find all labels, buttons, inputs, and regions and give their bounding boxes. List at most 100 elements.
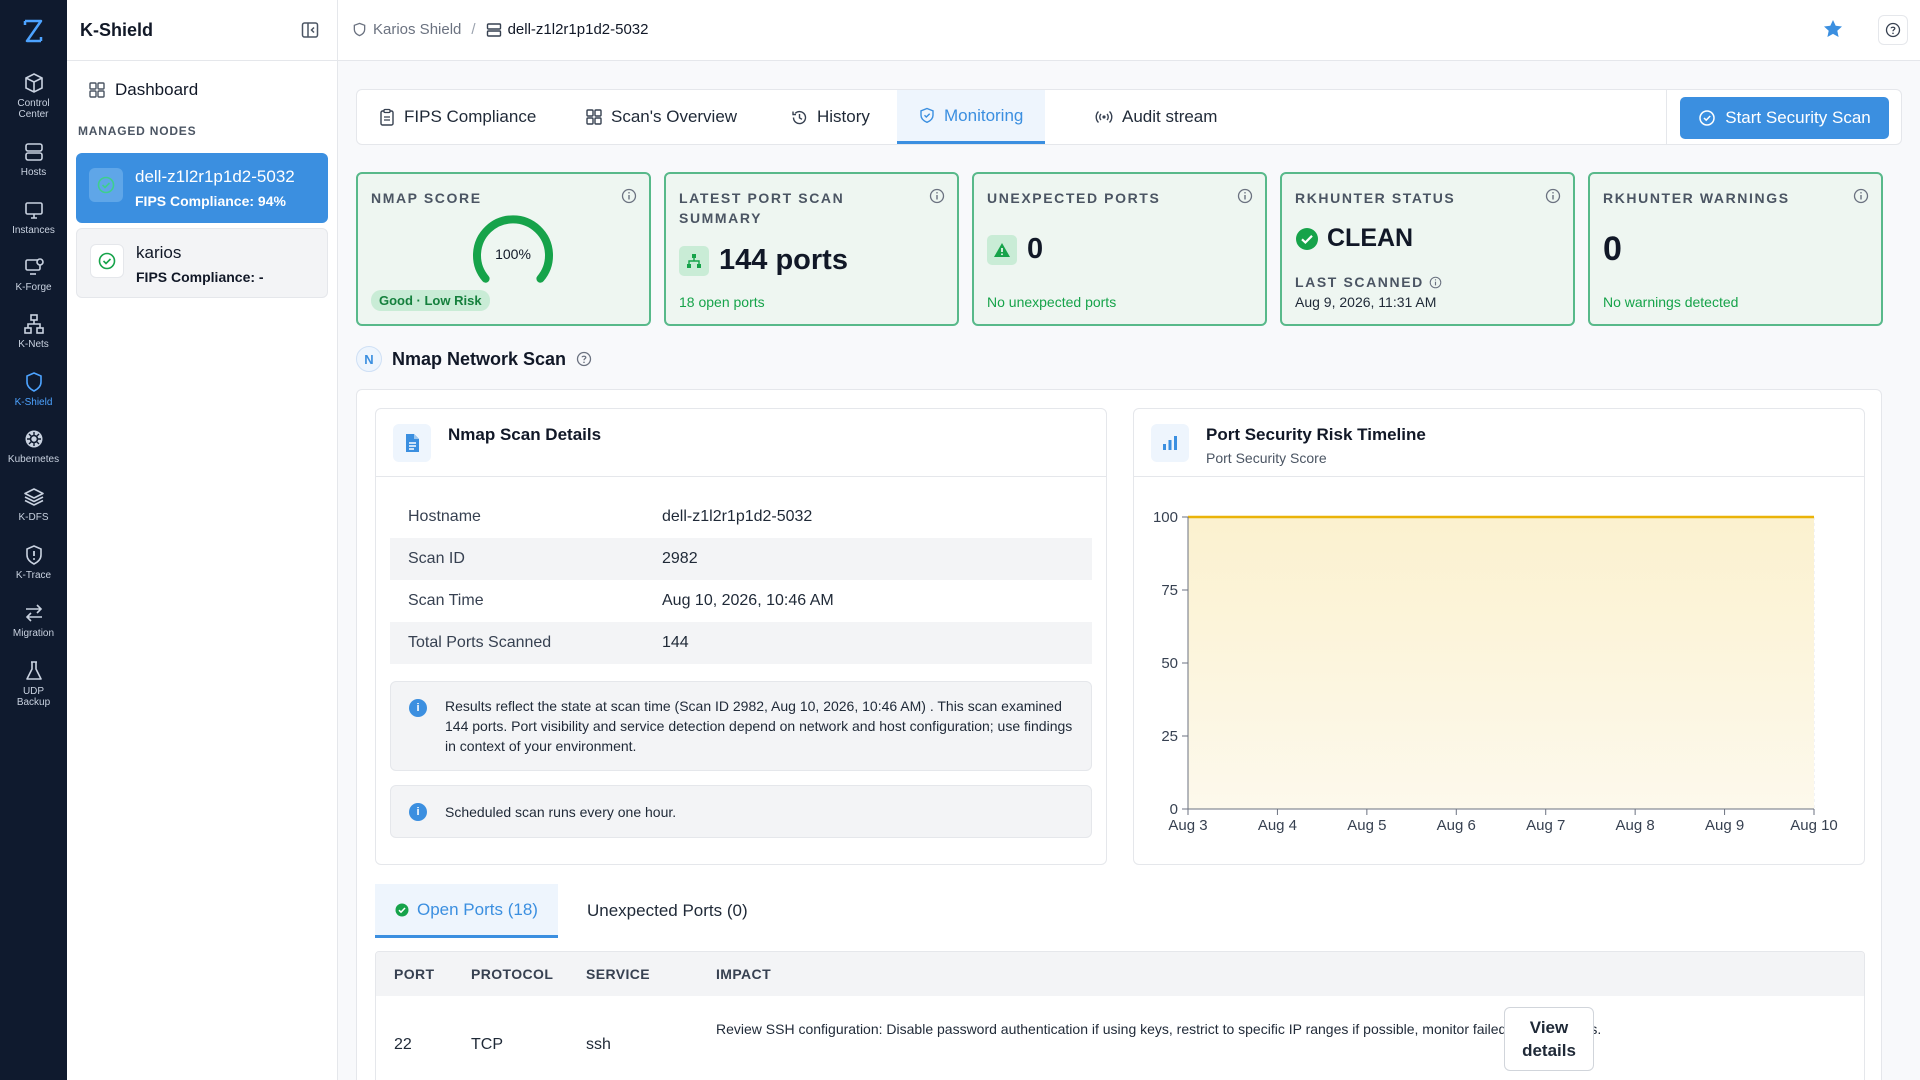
app-logo-icon[interactable] [20, 18, 46, 44]
tab-monitoring[interactable]: Monitoring [897, 90, 1046, 144]
server-small-icon [486, 22, 501, 37]
sidebar: K-Shield Dashboard MANAGED NODES dell-z1… [67, 0, 338, 1080]
node-card-karios[interactable]: karios FIPS Compliance: - [76, 228, 328, 298]
rail-item-k-trace[interactable]: K-Trace [0, 544, 67, 581]
breadcrumb-current: dell-z1l2r1p1d2-5032 [507, 21, 649, 38]
area-fill [1188, 517, 1814, 809]
info-icon[interactable] [1237, 188, 1253, 204]
sidebar-title: K-Shield [80, 20, 154, 40]
document-icon [393, 424, 431, 462]
open-ports-table: PORT PROTOCOL SERVICE IMPACT 22 TCP ssh … [375, 951, 1865, 1080]
rail-item-control-center[interactable]: Control Center [0, 72, 67, 120]
layers-icon [23, 488, 44, 506]
tab-audit-stream[interactable]: Audit stream [1073, 90, 1239, 144]
view-details-button[interactable]: View details [1504, 1007, 1594, 1071]
tab-open-ports[interactable]: Open Ports (18) [375, 884, 558, 938]
scan-info-note: i Results reflect the state at scan time… [390, 681, 1092, 771]
rail-item-k-dfs[interactable]: K-DFS [0, 486, 67, 523]
rail-label: Kubernetes [7, 454, 60, 465]
nmap-score-value: 100% [495, 246, 531, 262]
stat-label: RKHUNTER STATUS [1295, 190, 1456, 206]
x-tick-label: Aug 10 [1790, 817, 1838, 834]
stat-label: NMAP SCORE [371, 190, 482, 206]
y-tick-label: 25 [1161, 728, 1178, 745]
rail-item-k-nets[interactable]: K-Nets [0, 313, 67, 350]
detail-row-scan-time: Scan Time Aug 10, 2026, 10:46 AM [390, 580, 1092, 622]
info-icon[interactable] [929, 188, 945, 204]
rail-item-kubernetes[interactable]: Kubernetes [0, 428, 67, 465]
favorite-star-icon[interactable] [1822, 18, 1844, 40]
panel-subtitle: Port Security Score [1206, 450, 1327, 466]
section-title: Nmap Network Scan [392, 348, 567, 369]
breadcrumb-separator: / [471, 21, 476, 38]
y-tick-label: 75 [1161, 582, 1178, 599]
col-service: SERVICE [586, 966, 651, 982]
rail-label: K-Trace [15, 570, 52, 581]
arrows-icon [25, 604, 42, 622]
detail-row-hostname: Hostname dell-z1l2r1p1d2-5032 [390, 496, 1092, 538]
cell-impact: Review SSH configuration: Disable passwo… [716, 1021, 1602, 1037]
history-icon [792, 110, 807, 124]
tab-scans-overview[interactable]: Scan's Overview [564, 90, 759, 144]
info-icon[interactable] [1853, 188, 1869, 204]
collapse-sidebar-icon[interactable] [301, 21, 319, 39]
info-icon[interactable] [1545, 188, 1561, 204]
panel-title: Nmap Scan Details [448, 425, 602, 444]
tab-fips-compliance[interactable]: FIPS Compliance [357, 90, 558, 144]
info-icon[interactable] [621, 188, 637, 204]
check-circle-icon [1699, 110, 1715, 126]
node-name: karios [136, 243, 182, 262]
stat-label-line2: SUMMARY [679, 210, 763, 226]
info-small-icon[interactable] [1429, 276, 1442, 289]
unexpected-foot: No unexpected ports [987, 294, 1117, 310]
sidebar-item-dashboard[interactable]: Dashboard [89, 80, 198, 100]
rail-item-hosts[interactable]: Hosts [0, 141, 67, 178]
panel-title: Port Security Risk Timeline [1206, 425, 1426, 444]
rail-label: K-Shield [14, 397, 53, 408]
rail-item-instances[interactable]: Instances [0, 199, 67, 236]
tab-label: Scan's Overview [611, 107, 738, 126]
stat-card-port-scan-summary: LATEST PORT SCAN SUMMARY 144 ports 18 ope… [664, 172, 959, 326]
y-tick-label: 0 [1170, 801, 1178, 818]
cell-port: 22 [394, 1036, 412, 1053]
schedule-note: i Scheduled scan runs every one hour. [390, 785, 1092, 838]
note-text: Results reflect the state at scan time (… [445, 698, 1073, 754]
node-card-dell[interactable]: dell-z1l2r1p1d2-5032 FIPS Compliance: 94… [76, 153, 328, 223]
detail-key: Total Ports Scanned [408, 634, 552, 651]
stat-label-line1: LATEST PORT SCAN [679, 190, 845, 206]
node-check-icon [90, 244, 124, 278]
stat-label: LATEST PORT SCAN SUMMARY [679, 188, 844, 228]
detail-value: 2982 [662, 550, 698, 567]
stat-label: RKHUNTER WARNINGS [1603, 190, 1790, 206]
risk-badge: Good · Low Risk [371, 290, 490, 311]
shield-outline-icon [353, 22, 366, 37]
help-button[interactable] [1878, 15, 1908, 45]
ports-value-row: 144 ports [679, 244, 848, 277]
open-ports-count: 18 open ports [679, 294, 765, 310]
rail-label: Instances [12, 225, 55, 236]
help-circle-icon[interactable] [576, 351, 592, 367]
start-security-scan-button[interactable]: Start Security Scan [1680, 97, 1889, 139]
forge-icon [24, 258, 44, 275]
nmap-scan-container: Nmap Scan Details Hostname dell-z1l2r1p1… [356, 389, 1882, 1080]
detail-key: Scan Time [408, 592, 484, 609]
breadcrumb: Karios Shield / dell-z1l2r1p1d2-5032 [352, 21, 649, 38]
warning-triangle-icon [987, 234, 1017, 265]
tab-history[interactable]: History [769, 90, 892, 144]
rail-item-k-forge[interactable]: K-Forge [0, 256, 67, 293]
sidebar-header: K-Shield [67, 0, 337, 61]
stat-card-rkhunter-warnings: RKHUNTER WARNINGS 0 No warnings detected [1588, 172, 1883, 326]
rail-item-k-shield[interactable]: K-Shield [0, 371, 67, 408]
nmap-section-header: N Nmap Network Scan [356, 346, 592, 372]
risk-timeline-panel: Port Security Risk Timeline Port Securit… [1133, 408, 1865, 865]
x-tick-label: Aug 8 [1616, 817, 1655, 834]
x-tick-label: Aug 4 [1258, 817, 1297, 834]
tab-unexpected-ports[interactable]: Unexpected Ports (0) [567, 884, 768, 938]
breadcrumb-root[interactable]: Karios Shield [373, 21, 462, 38]
rail-item-udp-backup[interactable]: UDP Backup [0, 660, 67, 708]
trace-icon [25, 545, 42, 565]
y-tick-label: 50 [1161, 655, 1178, 672]
unexpected-value: 0 [1027, 233, 1044, 265]
grid-icon [586, 109, 602, 125]
rail-item-migration[interactable]: Migration [0, 602, 67, 639]
